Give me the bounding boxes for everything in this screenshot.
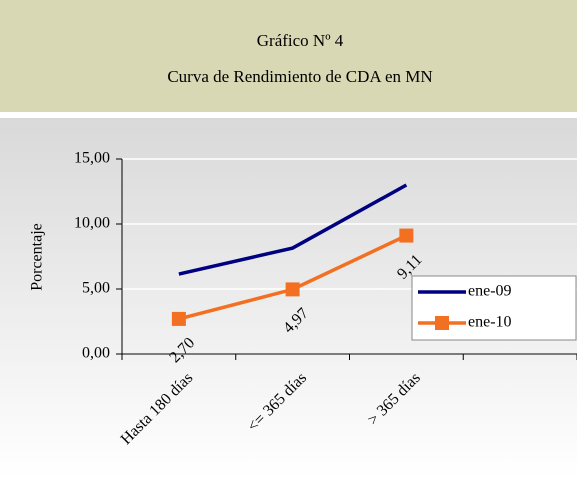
y-axis-label: Porcentaje <box>29 223 46 291</box>
y-tick-label: 15,00 <box>74 150 110 167</box>
chart-title: Gráfico Nº 4 <box>257 31 344 50</box>
series-line <box>178 183 408 276</box>
y-tick-label: 0,00 <box>82 345 110 362</box>
legend-label: ene-10 <box>468 314 512 331</box>
marker <box>171 311 186 326</box>
y-tick-label: 10,00 <box>74 215 110 232</box>
legend-marker <box>435 316 449 330</box>
marker <box>399 228 414 243</box>
y-tick-label: 5,00 <box>82 280 110 297</box>
marker <box>285 282 300 297</box>
title-box <box>0 0 577 112</box>
chart-subtitle: Curva de Rendimiento de CDA en MN <box>167 67 432 86</box>
legend-label: ene-09 <box>468 283 512 300</box>
